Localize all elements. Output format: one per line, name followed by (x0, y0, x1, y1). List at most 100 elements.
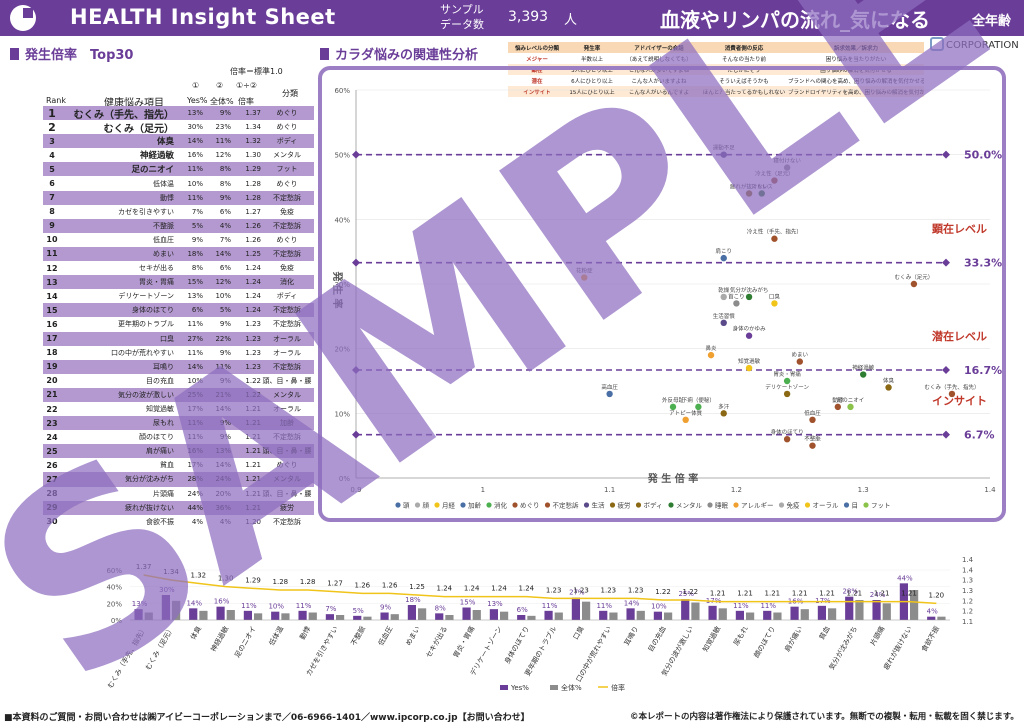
legend-table-header: 悩みレベルの分類 発生率 アドバイザーの会話 消費者側の反応 訴求効果／訴求力 (508, 42, 924, 53)
ratio-cell: 1.21 (245, 447, 261, 456)
all-cell: 9% (219, 109, 231, 118)
scatter-point (682, 416, 689, 423)
legend-cell: ブランドへの関心を高め、困り悩みの解消を気付かせる (788, 78, 924, 85)
ratio-label: 1.23 (546, 586, 562, 594)
ratio-label: 1.27 (327, 580, 343, 588)
bar-y-tick: 0% (111, 617, 122, 625)
rank-cell: 17 (46, 334, 58, 344)
scatter-y-tick: 10% (334, 410, 350, 418)
table-row: 5 足のニオイ 11% 8% 1.29 フット (43, 162, 314, 177)
item-cell: 足のニオイ (131, 165, 174, 176)
legend-all-label: 全体% (561, 683, 582, 692)
legend-marker (583, 502, 590, 508)
bar-yes (216, 606, 225, 620)
category-cell: フット (276, 165, 298, 174)
legend-header-cell: 訴求効果／訴求力 (833, 45, 878, 52)
rank-cell: 29 (46, 503, 58, 513)
bar-yes (735, 610, 744, 620)
scatter-x-label: 発 生 倍 率 (647, 472, 698, 485)
ratio-cell: 1.24 (245, 292, 261, 301)
footer-contact: ■本資料のご質問・お問い合わせは㈱アイビーコーポレーションまで／06-6966-… (4, 713, 530, 723)
ratio-cell: 1.37 (245, 109, 261, 118)
table-row: 15 身体のほてり 6% 5% 1.24 不定愁訴 (43, 303, 314, 318)
bar-right-tick: 1.2 (962, 608, 973, 616)
ratio-label: 1.21 (874, 590, 890, 598)
ratio-label: 1.21 (710, 590, 726, 598)
table-row: 12 セキが出る 8% 6% 1.24 免疫 (43, 261, 314, 275)
bar-category-label: 疲れが抜けない (881, 625, 913, 672)
ratio-cell: 1.28 (245, 193, 261, 202)
rank-cell: 13 (46, 277, 58, 287)
ratio-label: 1.29 (245, 576, 261, 584)
all-cell: 21% (215, 390, 231, 399)
legend-table-row: メジャー 半数以上 （あえて説明しなくても） そんなの当たり前 困り悩みを当たりがたい (508, 53, 924, 64)
scatter-point (796, 358, 803, 365)
bar-all (254, 613, 263, 620)
ratio-cell: 1.32 (245, 137, 261, 146)
category-cell: 頭、目・鼻・腰 (262, 489, 312, 498)
table-row: 1 むくみ（手先、指先） 13% 9% 1.37 めぐり (43, 106, 314, 121)
bar-yes (271, 611, 280, 620)
yes-cell: 28% (187, 475, 203, 484)
threshold-diamond (942, 150, 950, 159)
ratio-label: 1.22 (683, 588, 699, 596)
bar-category-label: 不整脈 (349, 625, 367, 648)
legend-cell: ほんと？当たってるかもしれない (702, 89, 786, 96)
yes-cell: 18% (187, 249, 203, 258)
ratio-cell: 1.24 (245, 306, 261, 315)
legend-yes-swatch (500, 685, 508, 690)
level-label: インサイト (932, 395, 987, 408)
bar-all (582, 601, 591, 620)
scatter-x-tick: 1.4 (984, 486, 996, 494)
bar-yes (134, 609, 143, 620)
table-row: 24 顔のほてり 11% 9% 1.21 不定愁訴 (43, 430, 314, 444)
rank-cell: 9 (49, 221, 55, 231)
yes-cell: 11% (187, 419, 203, 428)
ratio-label: 1.21 (819, 590, 835, 598)
ratio-cell: 1.21 (245, 461, 261, 470)
bar-category-label: めまい (404, 625, 421, 647)
ratio-label: 1.22 (655, 588, 671, 596)
bar-all (281, 613, 290, 620)
scatter-point-label: 身体のほてり (771, 428, 804, 436)
ratio-cell: 1.23 (245, 348, 261, 357)
yes-cell: 4% (191, 517, 203, 526)
table-row: 21 気分の波が激しい 25% 21% 1.22 メンタル (43, 387, 314, 402)
table-row: 29 疲れが抜けない 44% 36% 1.21 疲労 (43, 500, 314, 515)
legend-marker (733, 502, 739, 508)
item-cell: 神経過敏 (139, 151, 174, 162)
item-cell: 気分が沈みがち (125, 475, 174, 484)
bar-yes-label: 10% (651, 603, 667, 611)
yes-cell: 13% (187, 292, 203, 301)
bar-category-label: 動悸 (298, 625, 313, 642)
legend-cell: インサイト (523, 89, 551, 96)
table-row: 13 胃炎・胃痛 15% 12% 1.24 消化 (43, 275, 314, 290)
scatter-point (707, 351, 715, 359)
table-row: 9 不整脈 5% 4% 1.26 不定愁訴 (43, 218, 314, 233)
bar-category-label: 顔のほてり (752, 625, 777, 660)
all-cell: 4% (219, 221, 231, 230)
bar-yes-label: 25% (678, 590, 694, 598)
all-cell: 8% (219, 179, 231, 188)
ratio-label: 1.21 (765, 590, 781, 598)
bar-yes (653, 611, 662, 620)
legend-marker (414, 502, 421, 508)
item-cell: デリケートゾーン (118, 292, 174, 301)
rank-cell: 3 (49, 136, 55, 146)
all-cell: 6% (219, 207, 231, 216)
bar-yes-label: 14% (186, 599, 202, 607)
item-cell: 不整脈 (153, 221, 174, 230)
legend-cell: こんな人が多いですよね (628, 67, 690, 74)
scatter-point-label: 高血圧 (601, 383, 618, 391)
scatter-point-label: 身体のかゆみ (733, 325, 767, 333)
ratio-label: 1.23 (573, 586, 589, 594)
bar-yes-label: 24% (870, 591, 886, 599)
ratio-line (143, 574, 937, 605)
threshold-diamond (942, 366, 950, 375)
table-row: 25 肩が痛い 16% 13% 1.21 頭、目・鼻・腰 (43, 444, 314, 459)
yes-cell: 11% (187, 348, 203, 357)
scatter-point (771, 235, 778, 242)
rank-cell: 28 (46, 489, 58, 499)
ratio-label: 1.23 (601, 586, 617, 594)
scatter-y-tick: 0% (339, 475, 350, 483)
